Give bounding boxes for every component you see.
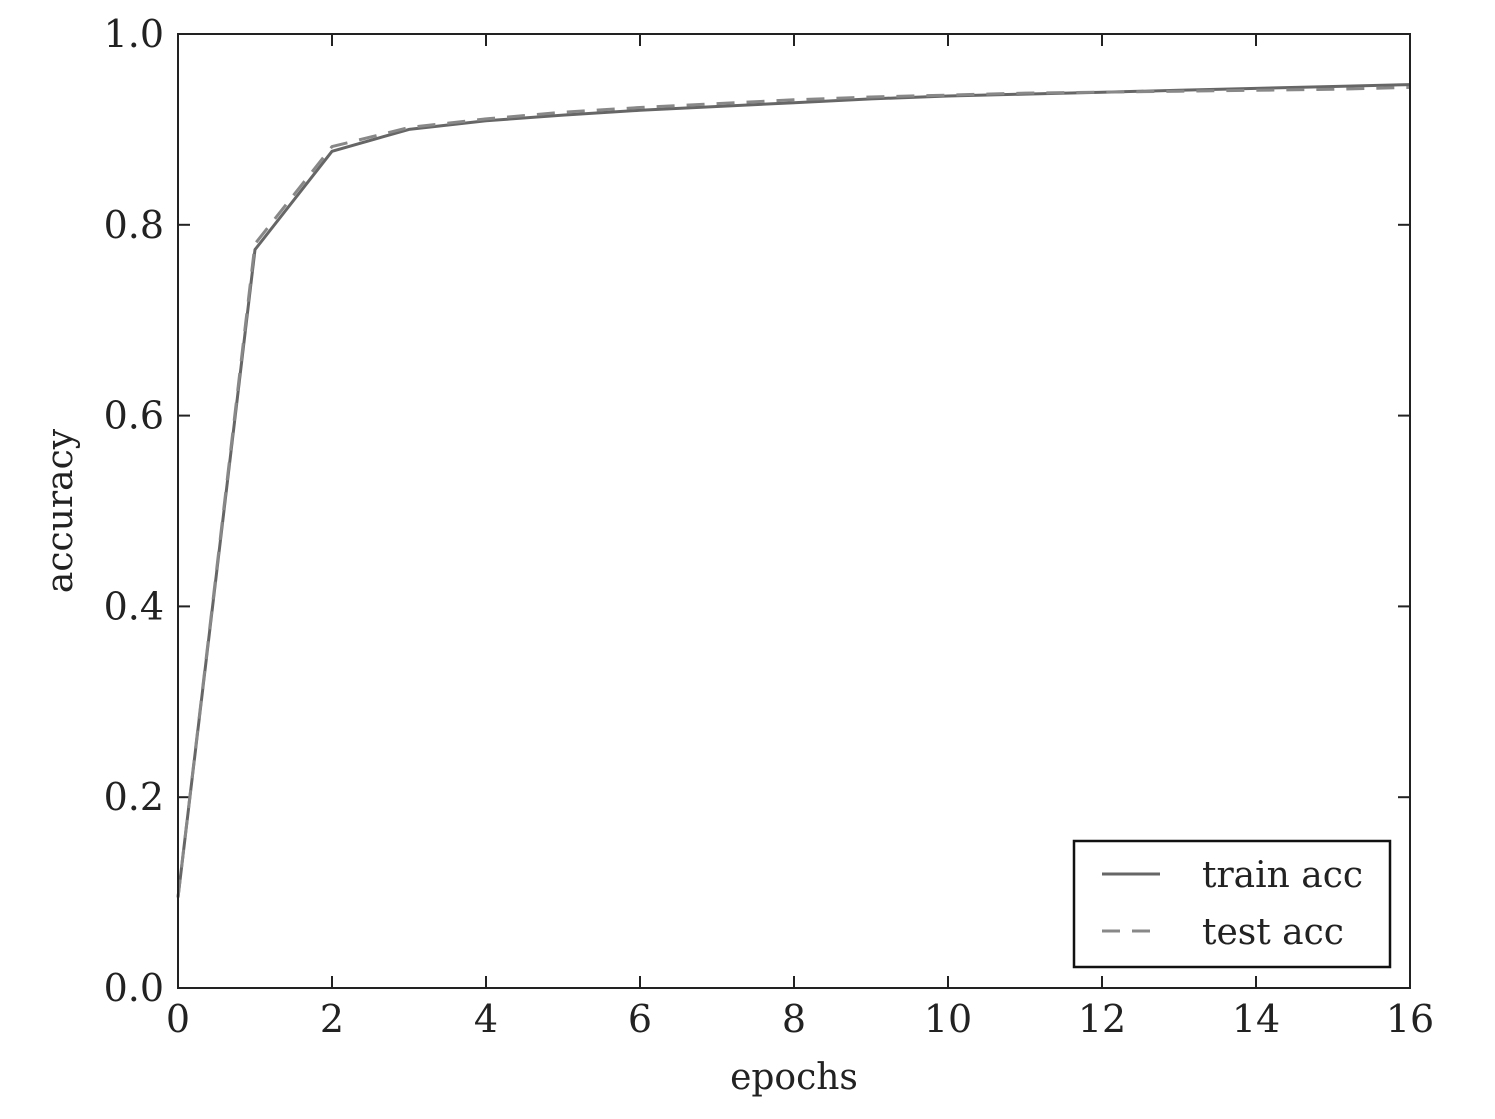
x-tick-label: 6 bbox=[628, 997, 652, 1041]
legend: train acc test acc bbox=[1072, 839, 1392, 969]
x-tick-label: 16 bbox=[1386, 997, 1434, 1041]
ticks-layer: 0 2 4 6 8 10 12 14 16 0.0 0.2 0.4 0.6 0.8 1.0 bbox=[104, 12, 1435, 1041]
plot-frame bbox=[177, 33, 1411, 989]
y-tick-label: 0.6 bbox=[104, 394, 164, 438]
test-acc-line bbox=[176, 85, 1411, 898]
x-tick-label: 12 bbox=[1078, 997, 1126, 1041]
y-tick-label: 0.2 bbox=[104, 775, 164, 819]
y-tick-label: 0.4 bbox=[104, 584, 164, 628]
y-tick-label: 0.8 bbox=[104, 203, 164, 247]
legend-label: test acc bbox=[1202, 912, 1344, 953]
legend-label: train acc bbox=[1202, 855, 1363, 896]
y-axis-label: accuracy bbox=[40, 428, 81, 593]
legend-box bbox=[1072, 839, 1392, 969]
series-layer bbox=[176, 83, 1411, 898]
x-axis-label: epochs bbox=[730, 1057, 858, 1098]
y-tick-label: 0.0 bbox=[104, 966, 164, 1010]
x-tick-label: 14 bbox=[1232, 997, 1280, 1041]
train-acc-line bbox=[176, 83, 1411, 898]
x-tick-label: 10 bbox=[924, 997, 972, 1041]
x-tick-label: 8 bbox=[782, 997, 806, 1041]
y-tick-label: 1.0 bbox=[104, 12, 164, 56]
x-tick-label: 0 bbox=[166, 997, 190, 1041]
x-tick-label: 4 bbox=[474, 997, 498, 1041]
x-tick-label: 2 bbox=[320, 997, 344, 1041]
